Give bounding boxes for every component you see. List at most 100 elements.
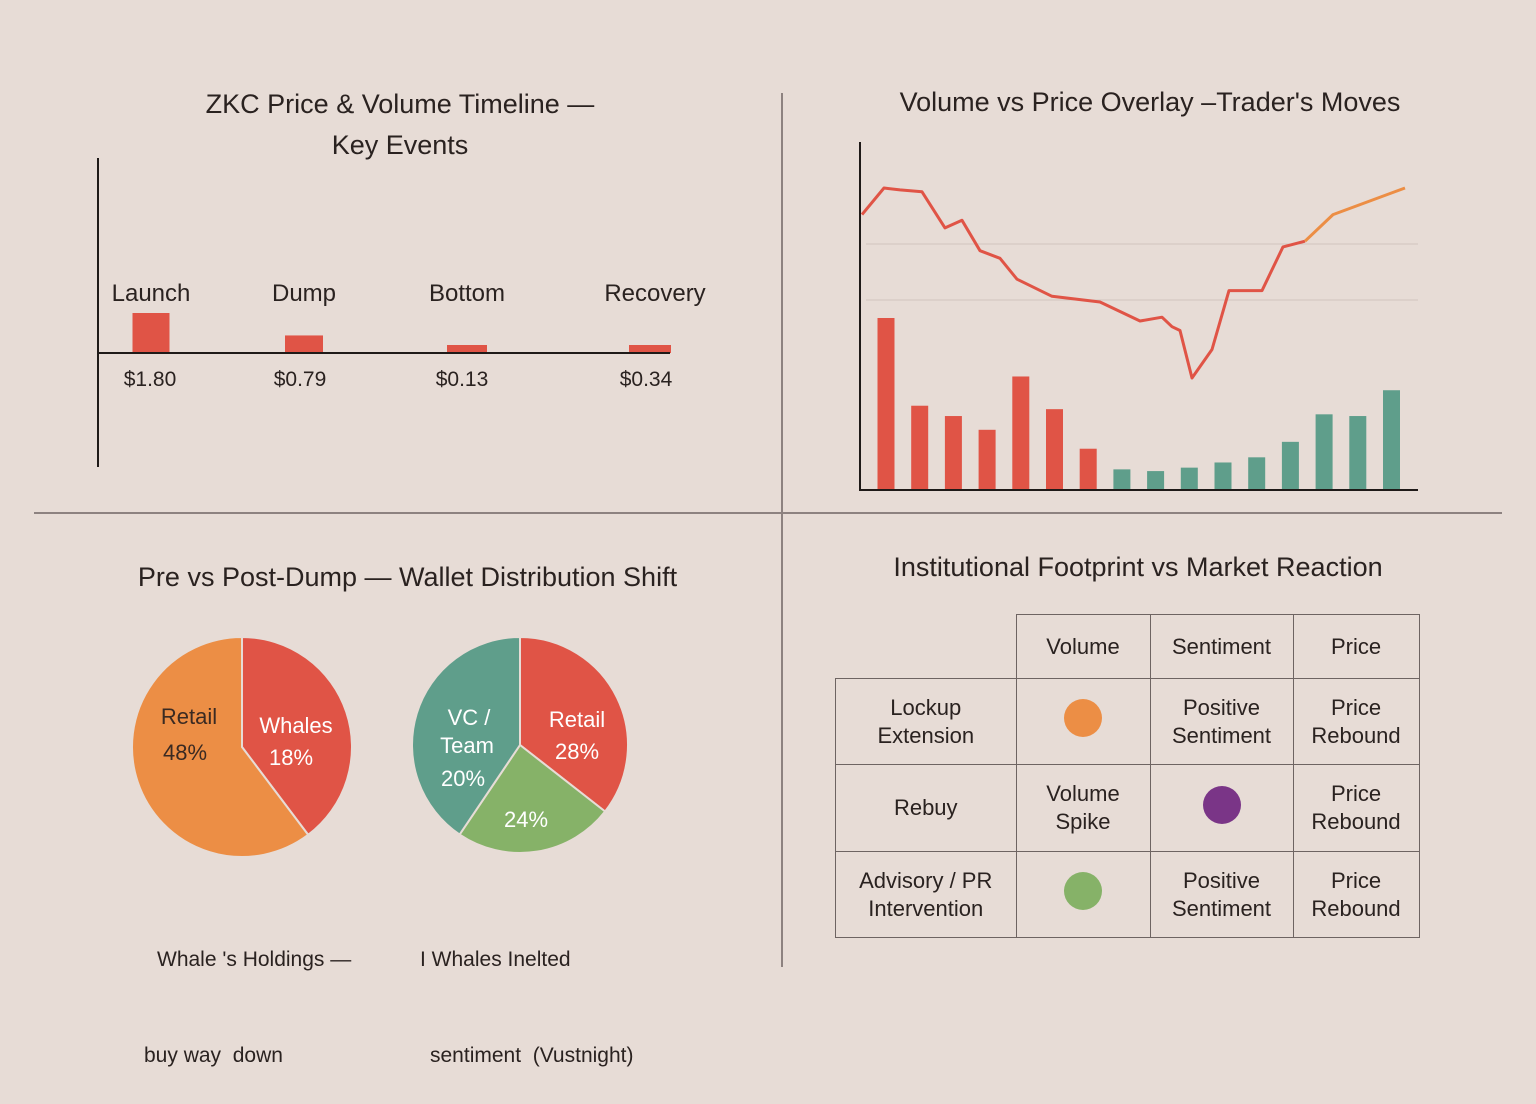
- volume-bar: [1315, 414, 1333, 490]
- price-line: Price: [1330, 867, 1382, 893]
- timeline-bar: [629, 345, 671, 353]
- sentiment-cell: Positive Sentiment: [1149, 678, 1294, 765]
- col-header-sentiment: Sentiment: [1149, 614, 1294, 679]
- overlay-title: Volume vs Price Overlay –Trader's Moves: [899, 87, 1401, 117]
- row-label-advisory: Advisory / PR Intervention: [835, 851, 1017, 938]
- volume-cell: Volume Spike: [1015, 764, 1151, 852]
- row-label-rebuy: Rebuy: [835, 764, 1017, 852]
- volume-cell: [1015, 851, 1151, 938]
- pie-label-vc: VC /: [448, 705, 492, 730]
- price-line: [860, 186, 1306, 380]
- volume-bar: [1147, 471, 1165, 490]
- institutional-table: Volume Sentiment Price Lockup Extension …: [835, 614, 1420, 938]
- post-caption-line1: I Whales Inelted: [420, 948, 571, 971]
- vertical-divider: [781, 93, 783, 967]
- row-label-line: Rebuy: [893, 795, 958, 820]
- overlay-chart: [859, 142, 1418, 491]
- volume-bar: [1281, 441, 1299, 490]
- pie-value-retail: 28%: [555, 739, 599, 764]
- timeline-price-label: $1.80: [124, 368, 177, 391]
- table-header-row: Volume Sentiment Price: [835, 614, 1420, 679]
- sentiment-line: Positive: [1182, 694, 1261, 720]
- sentiment-cell: Positive Sentiment: [1149, 851, 1294, 938]
- sentiment-line: Sentiment: [1171, 722, 1272, 748]
- pie-value-whales: 18%: [269, 745, 313, 770]
- wallet-title: Pre vs Post-Dump — Wallet Distribution S…: [137, 562, 678, 592]
- pie-slice-whales: [241, 635, 353, 837]
- volume-bar: [944, 416, 962, 490]
- col-header-price: Price: [1292, 614, 1420, 679]
- horizontal-divider: [34, 512, 1502, 514]
- table-row: Advisory / PR Intervention Positive Sent…: [835, 851, 1420, 938]
- row-label-lockup: Lockup Extension: [835, 678, 1017, 765]
- row-label-line: Lockup: [890, 694, 962, 720]
- sentiment-cell: [1149, 764, 1294, 852]
- sentiment-line: Positive: [1182, 867, 1261, 893]
- volume-bar: [1113, 469, 1131, 490]
- price-cell: Price Rebound: [1292, 764, 1420, 852]
- pie-slice-retail: [519, 635, 629, 813]
- price-cell: Price Rebound: [1292, 851, 1420, 938]
- volume-bar: [1012, 376, 1030, 490]
- pie-label-retail: Retail: [161, 704, 217, 729]
- volume-bar: [978, 429, 996, 490]
- volume-bar: [1079, 448, 1097, 490]
- timeline-price-label: $0.79: [274, 368, 327, 391]
- pie-slice-retail: [131, 635, 310, 858]
- timeline-event-label: Recovery: [604, 280, 705, 307]
- table-row: Lockup Extension Positive Sentiment Pric…: [835, 678, 1420, 765]
- pie-label-retail: Retail: [549, 707, 605, 732]
- volume-bar: [1248, 457, 1266, 490]
- purple-dot-marker: [1202, 785, 1241, 824]
- volume-bar: [877, 318, 895, 490]
- institutional-title: Institutional Footprint vs Market Reacti…: [893, 552, 1383, 582]
- volume-line: Spike: [1055, 809, 1111, 834]
- volume-bar: [1214, 462, 1232, 490]
- timeline-title: ZKC Price & Volume Timeline — Key Events: [120, 84, 680, 166]
- row-label-line: Advisory / PR: [859, 867, 993, 893]
- price-line: Rebound: [1311, 722, 1401, 748]
- pre-dump-caption: Whale 's Holdings — buy way down: [144, 880, 351, 1104]
- timeline-title-line2: Key Events: [331, 130, 469, 160]
- timeline-bar: [447, 345, 487, 353]
- col-header-volume: Volume: [1015, 614, 1151, 679]
- pre-caption-line2: buy way down: [144, 1044, 283, 1067]
- timeline-chart: Launch $1.80 Dump $0.79 Bottom $0.13 Recovery $…: [97, 158, 706, 467]
- green-dot-marker: [1064, 872, 1102, 910]
- volume-bar: [1349, 416, 1367, 490]
- pie-value-vc-team: 20%: [441, 766, 485, 791]
- wallet-pies: Retail 48% Whales 18% Retail 28% 24% VC / Team 20…: [131, 635, 629, 858]
- price-line: Rebound: [1311, 809, 1401, 834]
- post-caption-line2: sentiment (Vustnight): [430, 1044, 634, 1067]
- table-corner: [835, 614, 1017, 679]
- pie-slice-other: [458, 743, 607, 854]
- timeline-price-label: $0.34: [620, 368, 673, 391]
- price-line-recovery: [1303, 186, 1406, 243]
- timeline-bar: [132, 313, 170, 353]
- timeline-event-label: Bottom: [429, 280, 505, 307]
- timeline-bar: [285, 335, 323, 353]
- timeline-price-label: $0.13: [436, 368, 489, 391]
- table-row: Rebuy Volume Spike Price Rebound: [835, 764, 1420, 852]
- pie-label-team: Team: [440, 733, 494, 758]
- timeline-title-line1: ZKC Price & Volume Timeline —: [205, 89, 595, 119]
- pre-caption-line1: Whale 's Holdings —: [157, 948, 352, 971]
- timeline-event-label: Launch: [112, 280, 191, 307]
- row-label-line: Intervention: [868, 895, 984, 921]
- pie-slice-vc-team: [411, 635, 521, 836]
- sentiment-line: Sentiment: [1171, 895, 1272, 921]
- price-line: Price: [1330, 781, 1382, 806]
- volume-bar: [911, 405, 929, 490]
- volume-bar: [1180, 467, 1198, 490]
- price-cell: Price Rebound: [1292, 678, 1420, 765]
- timeline-event-label: Dump: [272, 280, 336, 307]
- pie-value-retail: 48%: [163, 740, 207, 765]
- orange-dot-marker: [1064, 699, 1102, 737]
- volume-bar: [1383, 390, 1400, 490]
- price-line: Price: [1330, 694, 1382, 720]
- price-line: Rebound: [1311, 895, 1401, 921]
- volume-cell: [1015, 678, 1151, 765]
- pie-label-whales: Whales: [259, 713, 332, 738]
- pie-value-other: 24%: [504, 807, 548, 832]
- volume-line: Volume: [1046, 781, 1120, 806]
